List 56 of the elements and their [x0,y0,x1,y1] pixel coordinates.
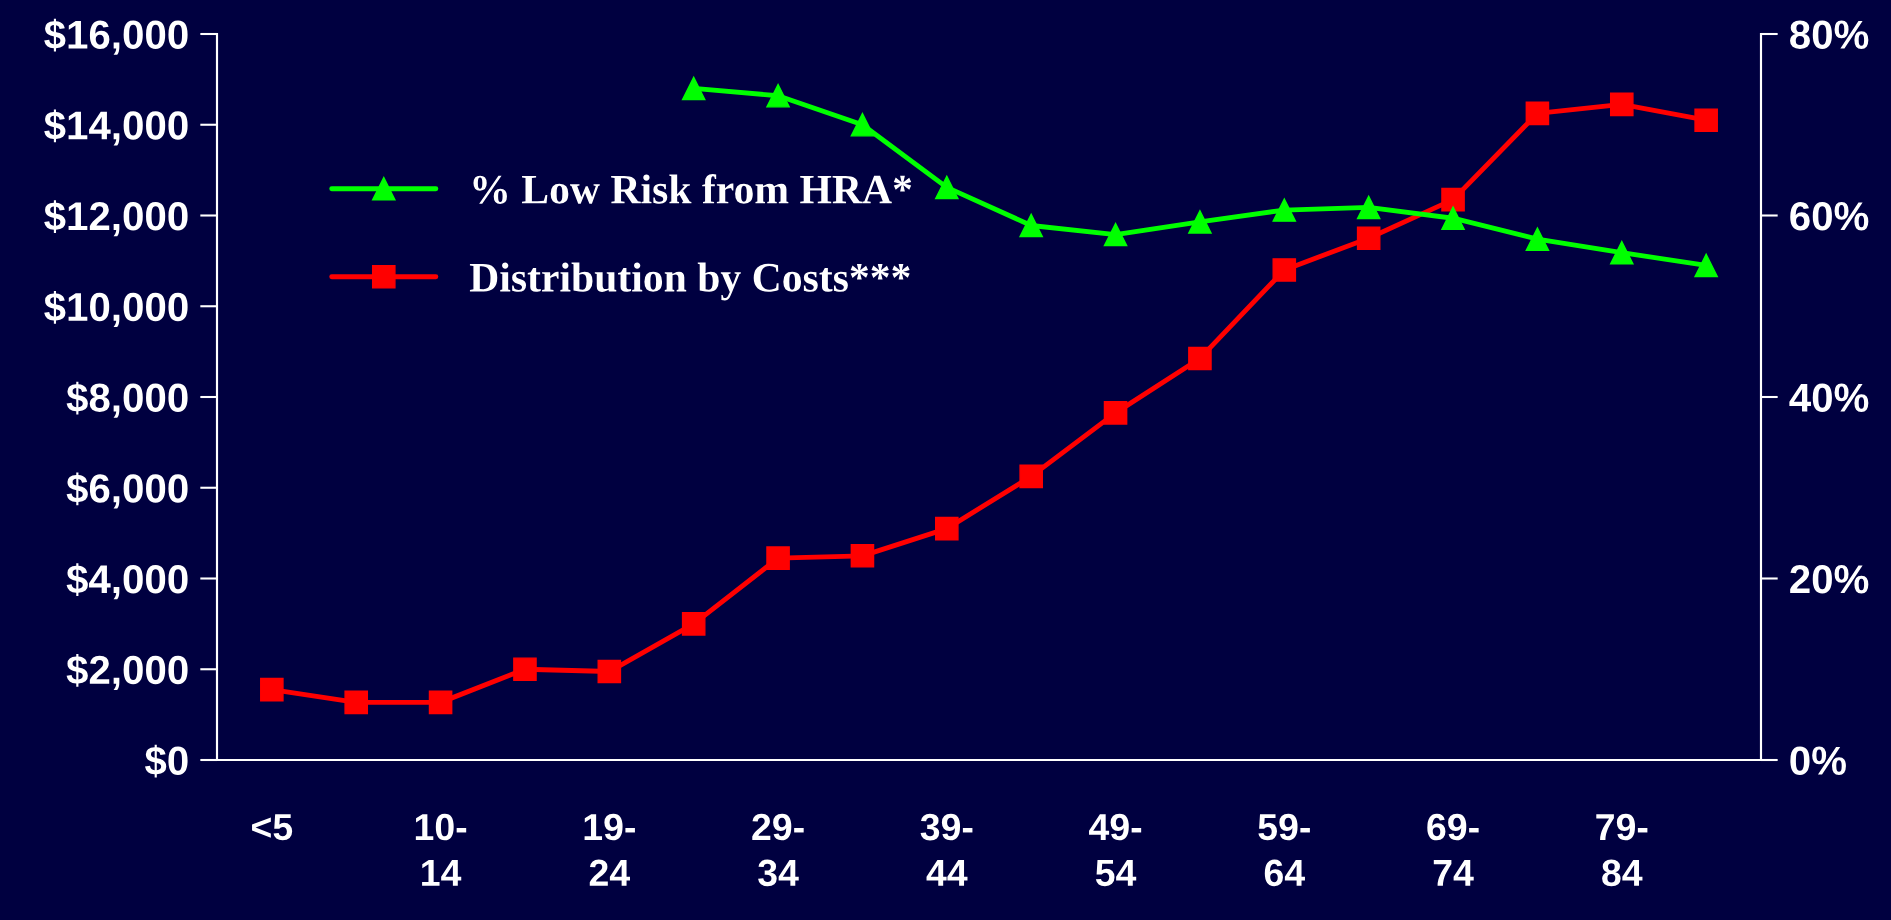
y-tick-label: $12,000 [44,200,188,237]
point [1019,464,1043,489]
point [1103,401,1128,425]
y2-tick-label: 0% [1790,746,1846,775]
point [1441,206,1465,231]
y-tick-label: $4,000 [66,563,188,600]
y-tick-label: $0 [144,744,188,778]
y-tick-label: $10,000 [44,290,188,328]
point [850,544,875,568]
x-tick-label: 29- 34 [752,813,804,887]
y-tick-label: $6,000 [66,472,188,509]
point [1188,210,1212,234]
point [1272,258,1297,282]
y2-tick-label: 60% [1790,201,1869,231]
x-tick-label: 39- 44 [920,813,973,886]
x-tick-label: 59- 64 [1258,813,1310,887]
point [260,677,284,702]
point [766,83,790,108]
point [681,612,706,636]
x-tick-label: 19- 24 [584,813,635,886]
point [681,76,706,101]
point [597,659,622,684]
x-tick-label: <5 [252,814,293,841]
y-tick-label: $14,000 [44,109,188,146]
point [850,112,875,137]
point [1356,226,1381,250]
x-tick-label: 79- 84 [1596,813,1648,887]
point [344,690,369,715]
point [1356,195,1381,220]
point [1103,222,1128,247]
legend-label: Distribution by Costs*** [469,262,910,301]
y2-tick-label: 20% [1790,564,1869,594]
point [1609,92,1634,117]
legend-label: % Low Risk from HRA* [473,174,912,204]
point [766,546,790,570]
point [1272,198,1297,222]
point [1609,240,1634,265]
point [935,516,959,541]
point [1019,213,1043,238]
point [1694,253,1718,278]
point [1525,227,1550,251]
y2-tick-label: 40% [1789,383,1869,412]
x-tick-label: 69- 74 [1427,813,1479,886]
point [1525,101,1550,126]
y-tick-label: $2,000 [66,653,188,691]
x-tick-label: 10- 14 [415,813,467,886]
point [1188,346,1212,371]
point [428,690,453,715]
point [935,175,959,200]
y2-tick-label: 80% [1790,20,1869,49]
x-tick-label: 49- 54 [1089,813,1142,887]
point [513,657,537,682]
y-tick-label: $8,000 [66,381,188,418]
point [1694,108,1718,133]
point [1441,187,1465,212]
y-tick-label: $16,000 [44,18,188,55]
